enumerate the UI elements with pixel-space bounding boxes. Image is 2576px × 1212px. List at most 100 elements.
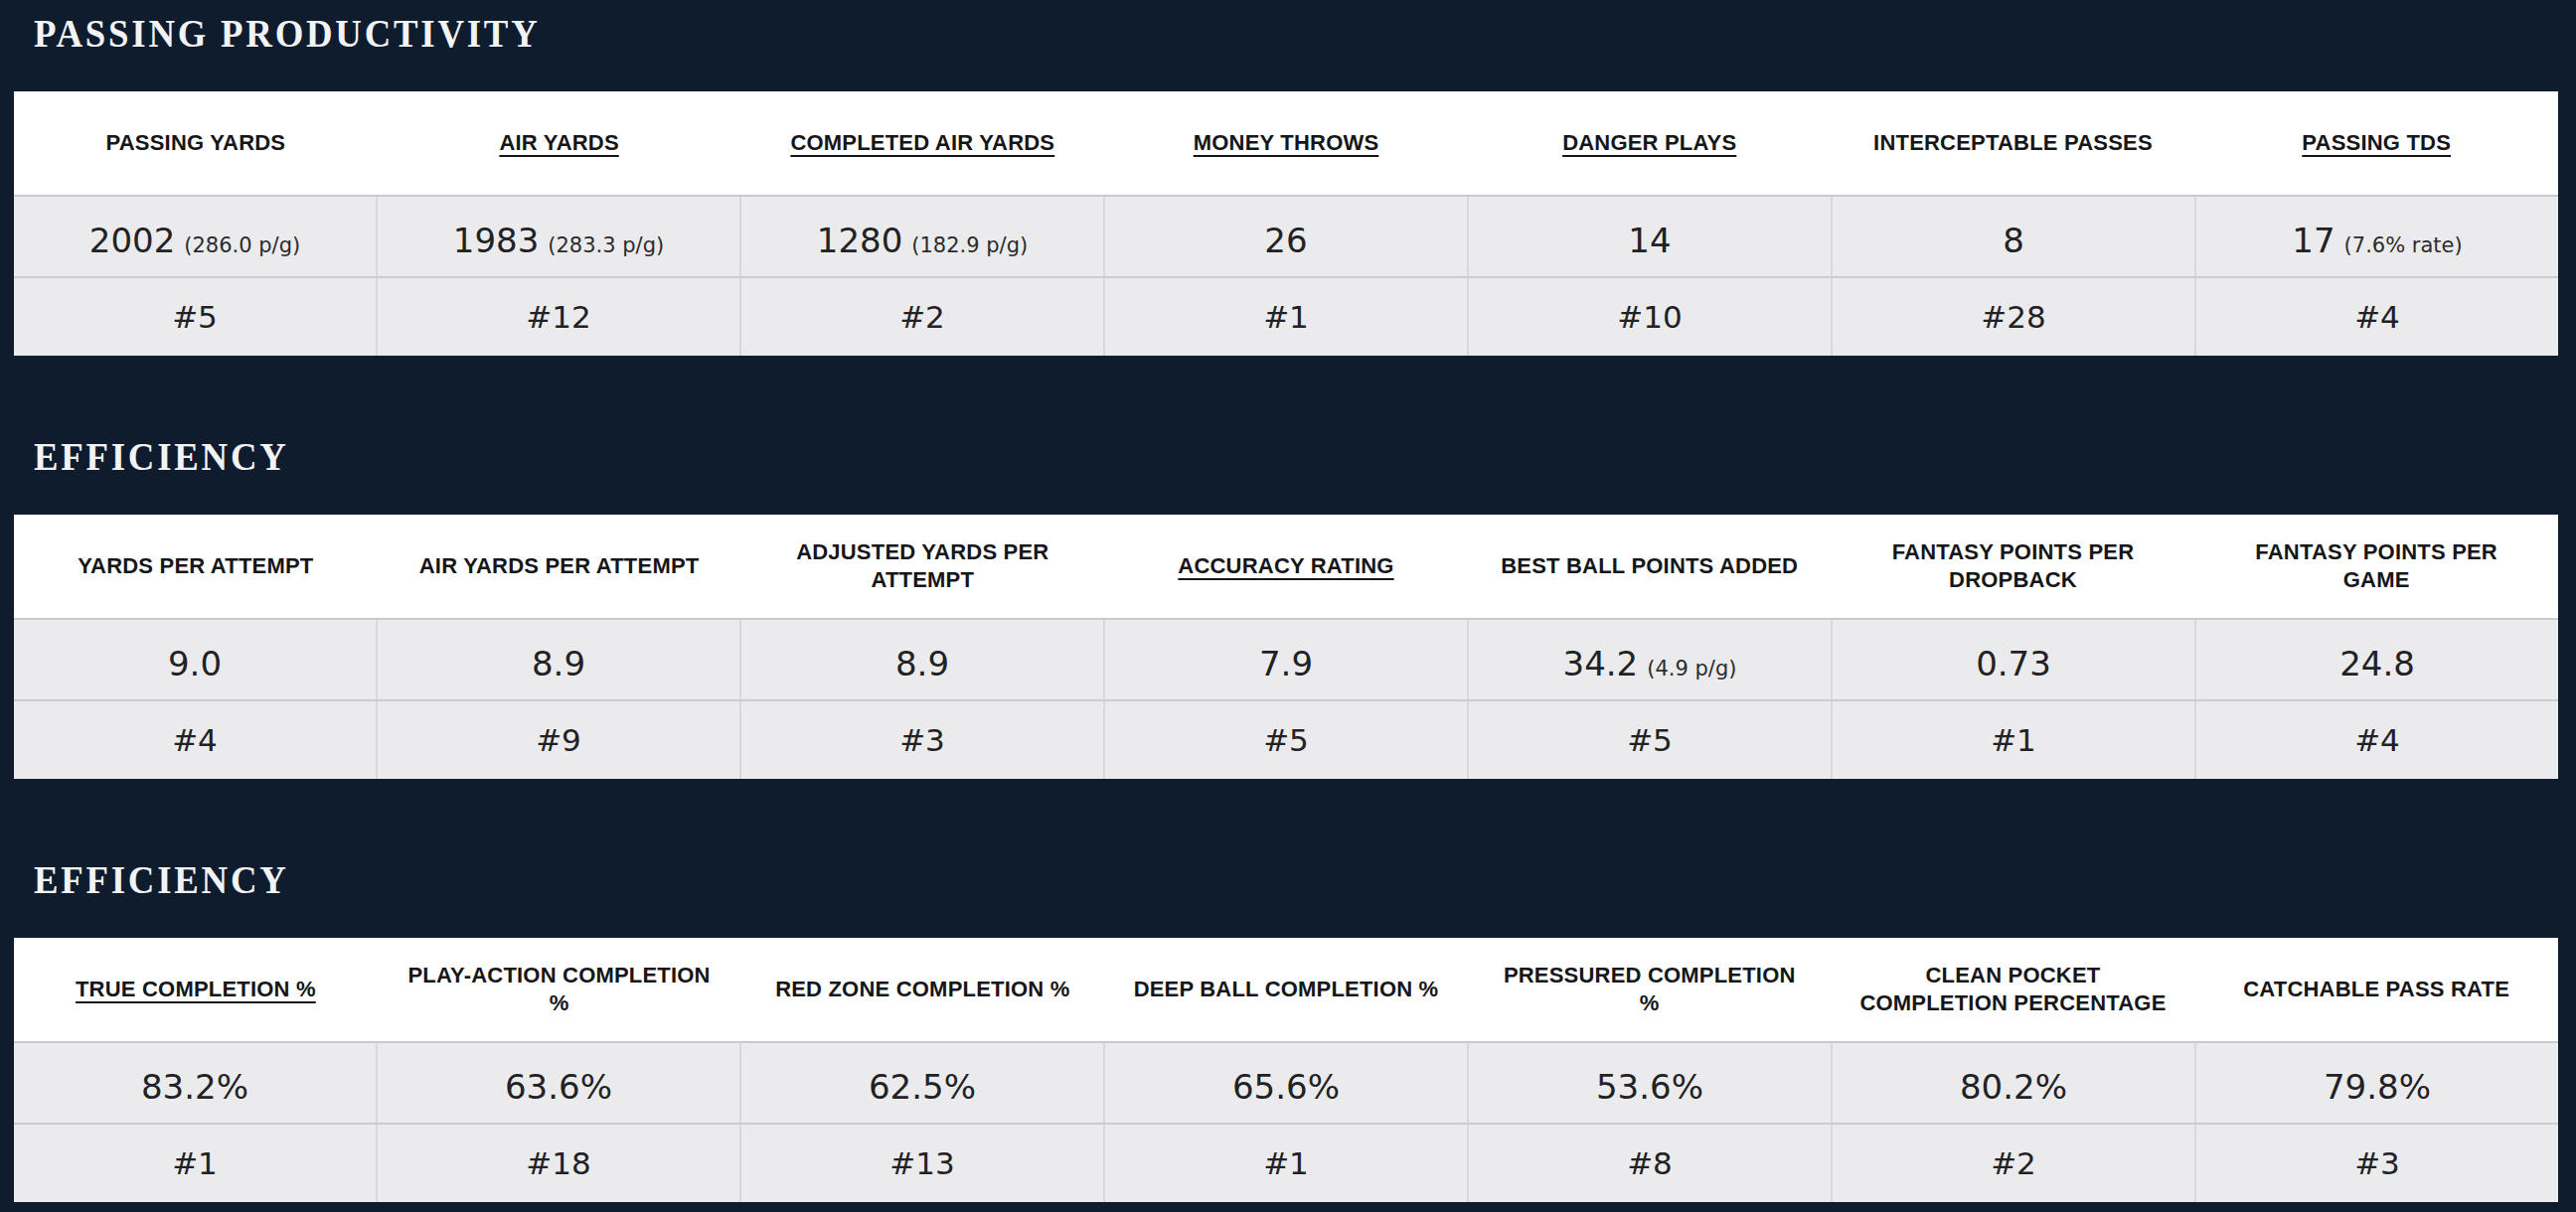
column-header-cell: FANTASY POINTS PER GAME (2194, 515, 2558, 618)
stat-rank: #4 (2354, 722, 2400, 758)
table-header-row: YARDS PER ATTEMPT AIR YARDS PER ATTEMPT AD… (14, 515, 2558, 618)
stat-value: 8.9 (895, 644, 949, 683)
column-header-label: AIR YARDS PER ATTEMPT (419, 552, 700, 580)
column-header-label: PLAY-ACTION COMPLETION % (403, 962, 716, 1017)
stat-value-cell: 1983(283.3 p/g) (376, 197, 739, 276)
stat-value: 65.6% (1232, 1067, 1340, 1107)
stat-value: 63.6% (505, 1067, 612, 1107)
column-header-cell: INTERCEPTABLE PASSES (1832, 91, 2195, 195)
stat-rate-note: (7.6% rate) (2344, 233, 2463, 257)
stat-rank-cell: #9 (376, 701, 739, 779)
stat-value: 0.73 (1976, 644, 2051, 683)
column-header-cell: RED ZONE COMPLETION % (740, 938, 1104, 1041)
stat-ranks-row: #4#9#3#5#5#1#4 (14, 699, 2558, 779)
column-header-label: CLEAN POCKET COMPLETION PERCENTAGE (1857, 962, 2170, 1017)
stat-rank-cell: #3 (739, 701, 1103, 779)
stat-value: 8.9 (532, 644, 585, 683)
stats-dashboard: PASSING PRODUCTIVITY PASSING YARDS AIR YA… (0, 10, 2576, 1202)
column-header-cell: ADJUSTED YARDS PER ATTEMPT (740, 515, 1104, 618)
stat-value-cell: 14 (1467, 197, 1831, 276)
stat-rank: #3 (899, 722, 945, 758)
stat-value: 79.8% (2324, 1067, 2431, 1107)
stat-values-row: 83.2% 63.6% 62.5% 65.6% 53.6% 80.2% 79.8% (14, 1041, 2558, 1123)
section-title: PASSING PRODUCTIVITY (34, 10, 2372, 58)
stat-rank-cell: #8 (1467, 1125, 1831, 1202)
stat-rank: #12 (526, 299, 590, 335)
stat-rank: #1 (1263, 299, 1309, 335)
table-header-row: TRUE COMPLETION % PLAY-ACTION COMPLETION … (14, 938, 2558, 1041)
column-header-link[interactable]: ACCURACY RATING (1178, 552, 1393, 580)
stat-rank: #1 (1263, 1145, 1309, 1181)
stat-rank-cell: #4 (14, 701, 376, 779)
stat-rank-cell: #18 (376, 1125, 739, 1202)
stat-rank: #28 (1981, 299, 2045, 335)
column-header-cell: MONEY THROWS (1104, 91, 1468, 195)
stat-values-row: 9.08.98.97.934.2(4.9 p/g)0.7324.8 (14, 618, 2558, 699)
stat-rate-note: (182.9 p/g) (911, 233, 1028, 257)
stat-value-cell: 83.2% (14, 1043, 376, 1123)
stat-value: 24.8 (2339, 644, 2415, 683)
stat-rank-cell: #12 (376, 278, 739, 356)
stat-value-cell: 8 (1831, 197, 2194, 276)
column-header-cell: DANGER PLAYS (1468, 91, 1832, 195)
stat-rank: #10 (1617, 299, 1682, 335)
stat-rank: #5 (1263, 722, 1309, 758)
column-header-link[interactable]: AIR YARDS (499, 129, 618, 157)
column-header-cell: COMPLETED AIR YARDS (740, 91, 1104, 195)
stat-rank: #1 (172, 1145, 218, 1181)
stat-value: 62.5% (869, 1067, 976, 1107)
stats-section-efficiency-1: EFFICIENCY YARDS PER ATTEMPT AIR YARDS PE… (0, 433, 2576, 779)
stat-value-cell: 65.6% (1103, 1043, 1467, 1123)
stat-rank-cell: #1 (14, 1125, 376, 1202)
stats-table: YARDS PER ATTEMPT AIR YARDS PER ATTEMPT AD… (14, 515, 2558, 779)
stat-value: 34.2 (1563, 644, 1639, 683)
stat-value-cell: 26 (1103, 197, 1467, 276)
column-header-link[interactable]: TRUE COMPLETION % (76, 976, 316, 1003)
stat-rank-cell: #2 (739, 278, 1103, 356)
column-header-label: DEEP BALL COMPLETION % (1134, 976, 1439, 1003)
section-title: EFFICIENCY (34, 433, 2372, 481)
stat-value-cell: 34.2(4.9 p/g) (1467, 620, 1831, 699)
stat-rank: #4 (172, 722, 218, 758)
column-header-cell: BEST BALL POINTS ADDED (1468, 515, 1832, 618)
stat-ranks-row: #1 #18 #13 #1 #8 #2 #3 (14, 1123, 2558, 1202)
column-header-cell: PASSING TDS (2194, 91, 2558, 195)
stat-value: 2002 (89, 221, 176, 260)
stat-rank: #4 (2354, 299, 2400, 335)
column-header-label: ADJUSTED YARDS PER ATTEMPT (766, 538, 1078, 594)
stat-value-cell: 80.2% (1831, 1043, 2194, 1123)
column-header-link[interactable]: COMPLETED AIR YARDS (790, 129, 1054, 157)
column-header-cell: ACCURACY RATING (1104, 515, 1468, 618)
stats-section-passing-productivity-0: PASSING PRODUCTIVITY PASSING YARDS AIR YA… (0, 10, 2576, 356)
stat-value: 1280 (817, 221, 903, 260)
column-header-label: PASSING YARDS (106, 129, 286, 157)
stat-rank: #2 (1991, 1145, 2036, 1181)
stat-value-cell: 79.8% (2194, 1043, 2558, 1123)
stat-rank-cell: #5 (14, 278, 376, 356)
section-title: EFFICIENCY (34, 856, 2372, 904)
stat-value-cell: 9.0 (14, 620, 376, 699)
stat-rank: #8 (1627, 1145, 1673, 1181)
stat-value-cell: 17(7.6% rate) (2194, 197, 2558, 276)
stat-value-cell: 0.73 (1831, 620, 2194, 699)
column-header-cell: FANTASY POINTS PER DROPBACK (1832, 515, 2195, 618)
stat-rank-cell: #5 (1467, 701, 1831, 779)
stat-value: 1983 (453, 221, 540, 260)
table-header-row: PASSING YARDS AIR YARDS COMPLETED AIR YARD… (14, 91, 2558, 195)
stat-value: 9.0 (168, 644, 222, 683)
stat-value: 14 (1628, 221, 1671, 260)
column-header-link[interactable]: DANGER PLAYS (1562, 129, 1736, 157)
column-header-cell: YARDS PER ATTEMPT (14, 515, 378, 618)
column-header-label: INTERCEPTABLE PASSES (1873, 129, 2153, 157)
column-header-link[interactable]: MONEY THROWS (1194, 129, 1379, 157)
stat-rank: #5 (172, 299, 218, 335)
stat-value: 53.6% (1596, 1067, 1703, 1107)
stat-value-cell: 24.8 (2194, 620, 2558, 699)
stat-rank-cell: #3 (2194, 1125, 2558, 1202)
column-header-cell: PRESSURED COMPLETION % (1468, 938, 1832, 1041)
column-header-label: FANTASY POINTS PER GAME (2220, 538, 2532, 594)
column-header-link[interactable]: PASSING TDS (2302, 129, 2451, 157)
stat-rank: #13 (889, 1145, 954, 1181)
stat-rank-cell: #4 (2194, 278, 2558, 356)
stat-value: 8 (2003, 221, 2024, 260)
